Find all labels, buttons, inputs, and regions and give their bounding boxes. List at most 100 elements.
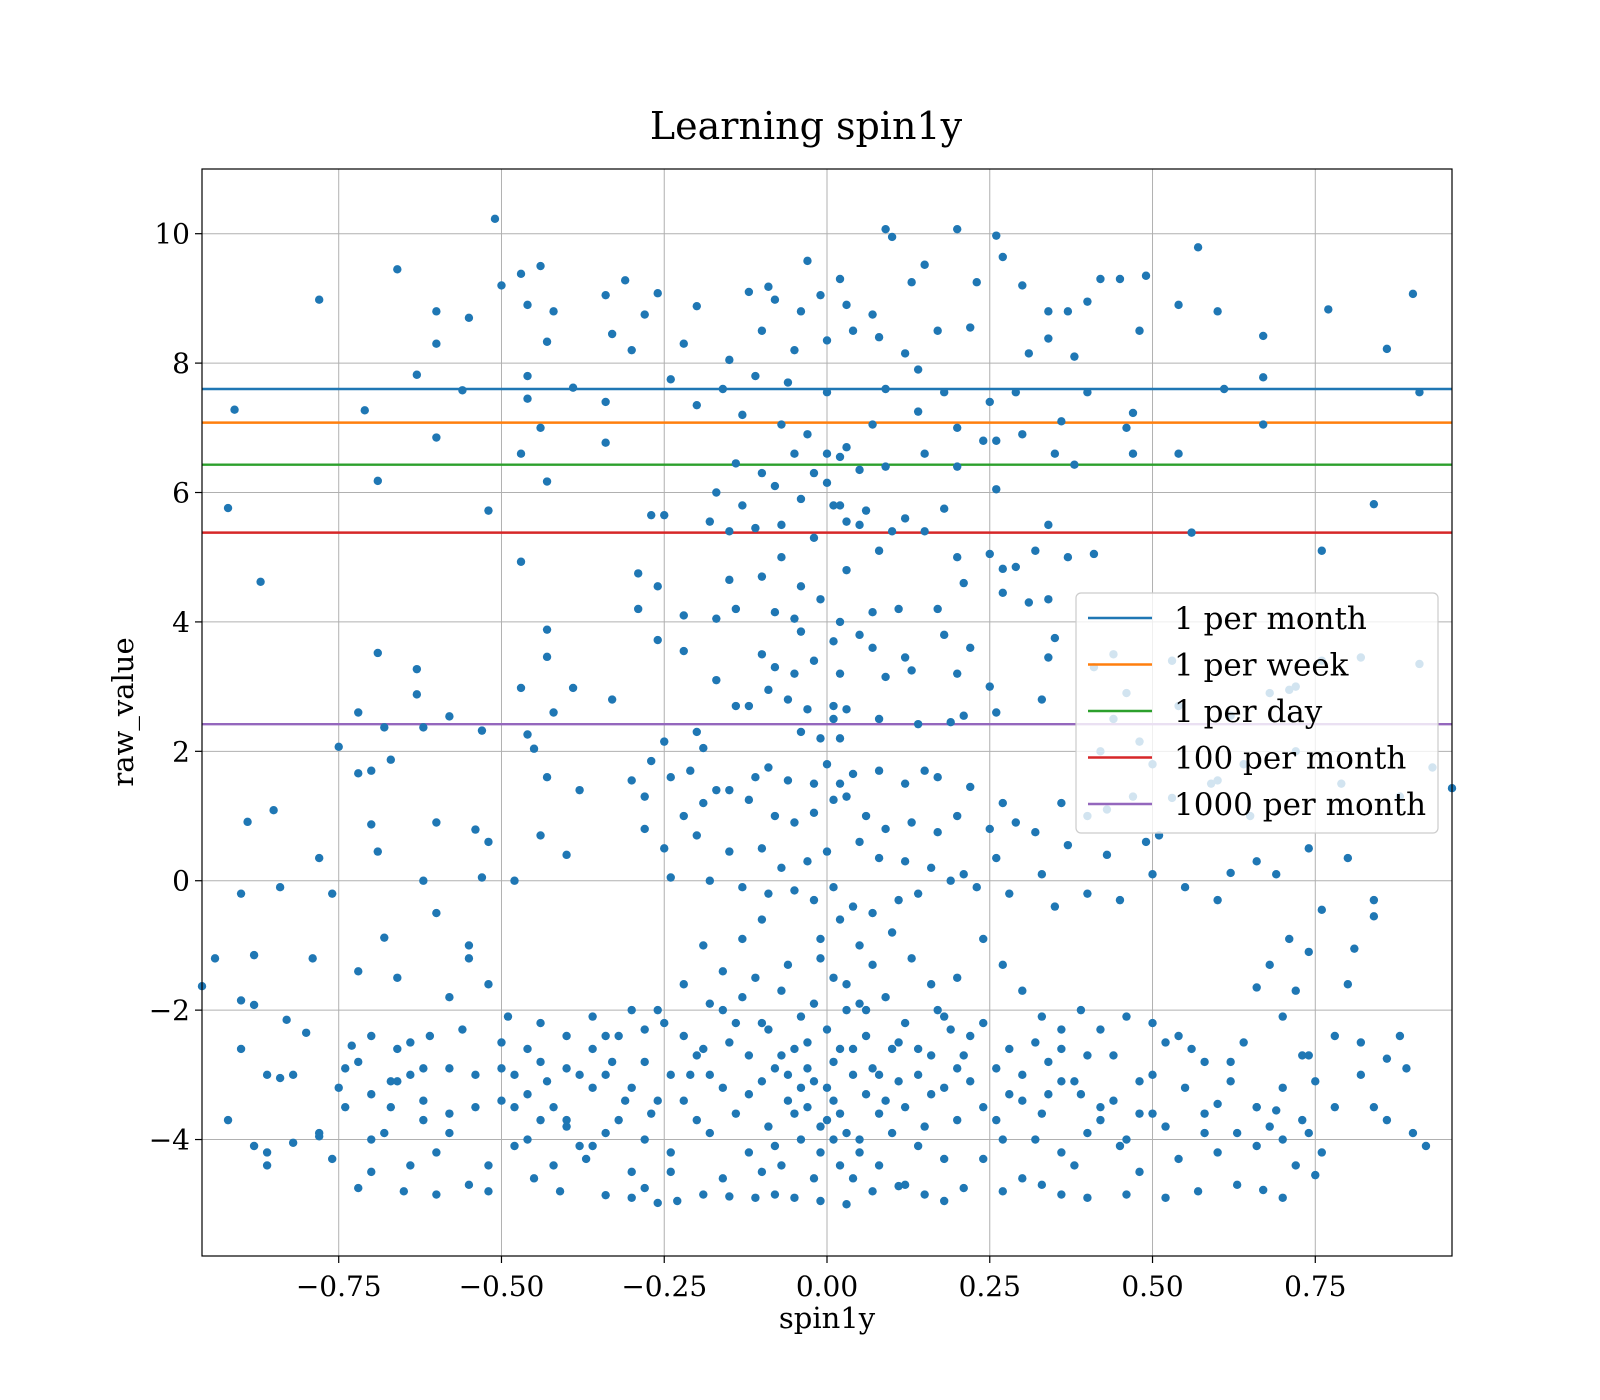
data-point (777, 986, 786, 995)
data-point (868, 1064, 877, 1073)
data-point (796, 582, 806, 591)
data-point (926, 1090, 936, 1099)
data-point (380, 1128, 389, 1138)
data-point (731, 1018, 741, 1028)
data-point (497, 1064, 506, 1073)
data-point (842, 705, 851, 714)
data-point (692, 727, 701, 737)
data-point (881, 992, 890, 1002)
data-point (249, 1141, 259, 1151)
data-point (458, 1025, 467, 1034)
data-point (536, 1115, 545, 1125)
data-point (1063, 840, 1073, 850)
data-point (328, 889, 337, 898)
data-point (699, 1190, 708, 1199)
data-point (731, 1109, 741, 1118)
data-point (887, 527, 897, 536)
data-point (738, 934, 747, 944)
data-point (738, 501, 747, 510)
data-point (881, 384, 890, 394)
data-point (373, 847, 382, 856)
data-point (835, 452, 845, 462)
data-point (679, 1031, 688, 1041)
data-point (920, 766, 929, 775)
data-point (822, 478, 832, 488)
data-point (1031, 1038, 1040, 1047)
data-point (1096, 1025, 1105, 1034)
data-point (770, 1141, 780, 1151)
data-point (966, 643, 975, 652)
data-point (1298, 1115, 1307, 1125)
data-point (1018, 1070, 1027, 1080)
data-point (1122, 1135, 1131, 1144)
data-point (881, 224, 890, 234)
data-point (725, 355, 734, 365)
data-point (835, 779, 845, 788)
data-point (816, 934, 825, 944)
data-point (529, 744, 539, 753)
data-points (197, 214, 1457, 1209)
data-point (933, 604, 942, 614)
data-point (790, 669, 799, 678)
data-point (1402, 1064, 1411, 1073)
data-point (666, 773, 675, 782)
data-point (1200, 1128, 1209, 1138)
data-point (523, 1044, 532, 1054)
data-point (829, 795, 838, 805)
data-point (367, 1090, 376, 1099)
data-point (855, 999, 864, 1008)
data-point (1018, 430, 1027, 439)
data-point (341, 1064, 350, 1073)
data-point (1304, 1051, 1313, 1060)
data-point (1102, 850, 1112, 860)
data-point (1213, 1099, 1222, 1109)
data-point (399, 1187, 409, 1196)
data-point (419, 1064, 428, 1073)
data-point (523, 1090, 532, 1099)
x-tick-label: 0.50 (1121, 1270, 1183, 1303)
data-point (835, 669, 845, 678)
data-point (1037, 870, 1047, 879)
data-point (900, 779, 910, 788)
data-point (913, 719, 923, 729)
chart-title: Learning spin1y (650, 104, 963, 148)
data-point (660, 510, 669, 520)
data-point (855, 520, 864, 530)
data-point (653, 1096, 662, 1105)
data-point (705, 999, 715, 1008)
data-point (1369, 499, 1379, 509)
data-point (874, 714, 884, 724)
data-point (666, 873, 675, 882)
data-point (757, 650, 767, 659)
data-point (354, 769, 363, 778)
data-point (1011, 818, 1021, 827)
data-point (1226, 1077, 1235, 1086)
data-point (699, 1044, 708, 1054)
data-point (1057, 1025, 1066, 1034)
data-point (484, 506, 493, 515)
data-point (1115, 895, 1125, 905)
data-point (640, 310, 649, 319)
data-point (536, 1057, 545, 1067)
data-point (842, 1128, 851, 1138)
data-point (887, 232, 897, 242)
data-point (679, 980, 688, 989)
data-point (445, 1064, 454, 1073)
data-point (679, 339, 688, 348)
data-point (926, 863, 936, 872)
data-point (757, 1077, 767, 1086)
data-point (1096, 1102, 1105, 1112)
data-point (764, 889, 773, 898)
data-point (373, 476, 382, 486)
data-point (288, 1070, 298, 1080)
data-point (601, 290, 610, 300)
data-point (1317, 1148, 1326, 1157)
data-point (953, 669, 962, 678)
y-tick-label: 4 (172, 606, 190, 639)
data-point (803, 857, 812, 866)
data-point (627, 776, 636, 785)
data-point (790, 1044, 799, 1054)
data-point (1161, 1122, 1170, 1131)
data-point (1057, 798, 1066, 808)
data-point (718, 1083, 728, 1092)
